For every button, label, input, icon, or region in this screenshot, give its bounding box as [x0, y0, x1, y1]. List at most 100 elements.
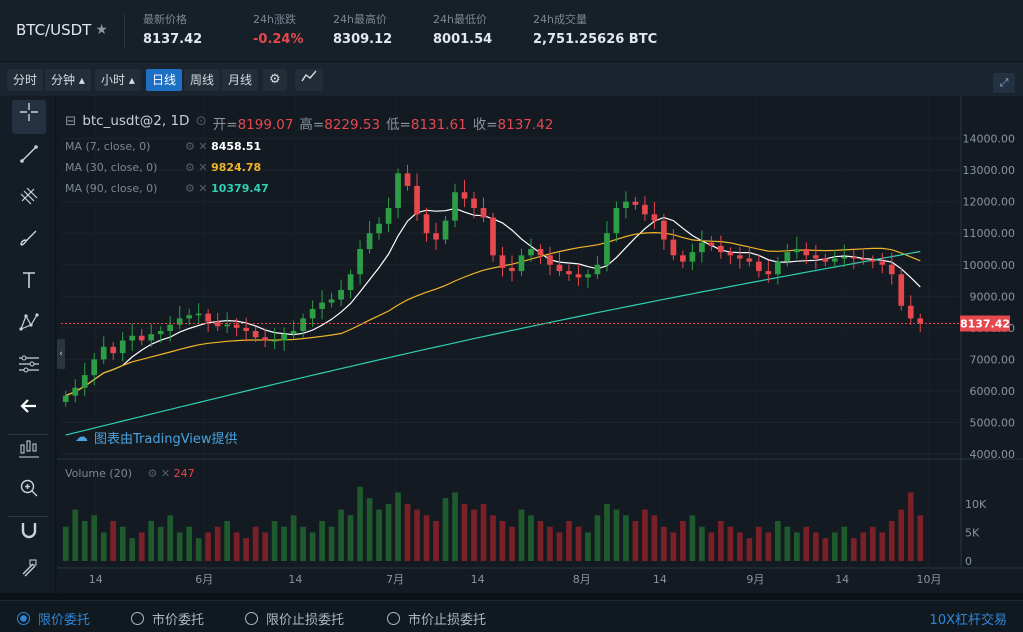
chart-toolbar: 分时 分钟 ▴ 小时 ▴ 日线 周线 月线 ⚙ ⤢: [0, 62, 1023, 96]
volume-bar: [300, 526, 306, 561]
volume-bar: [765, 532, 772, 561]
interval-time-button[interactable]: 分时: [7, 69, 44, 91]
interval-month-button[interactable]: 月线: [222, 69, 259, 91]
text-icon[interactable]: [12, 268, 46, 302]
pattern-icon[interactable]: [12, 310, 46, 344]
volume-bar: [594, 515, 601, 561]
candle-body: [110, 346, 117, 354]
candle-body: [822, 258, 829, 262]
candle-body: [765, 271, 772, 275]
header-divider: [124, 14, 125, 48]
candle-body: [395, 173, 401, 208]
candle-body: [271, 340, 278, 342]
ma7-label: MA (7, close, 0): [65, 140, 151, 153]
volume-bar: [205, 532, 212, 561]
ma7-value: 8458.51: [211, 140, 262, 153]
candle-body: [243, 327, 249, 331]
eye-icon[interactable]: ⊙: [195, 113, 207, 129]
volume-tick-label: 0: [965, 555, 972, 568]
candle-body: [528, 249, 534, 256]
candle-body: [509, 267, 515, 272]
volume-bar: [898, 509, 905, 561]
chart-style-icon[interactable]: [12, 436, 46, 470]
candle-body: [167, 324, 174, 331]
interval-day-button[interactable]: 日线: [146, 69, 183, 91]
volume-bar: [119, 526, 126, 561]
volume-bar: [879, 532, 886, 561]
order-type-market[interactable]: 市价委托: [131, 609, 204, 628]
interval-hour-button[interactable]: 小时 ▴: [95, 69, 141, 91]
time-tick-label: 9月: [746, 573, 764, 586]
volume-bar: [252, 526, 259, 561]
price-tick-label: 14000.00: [963, 133, 1016, 146]
low-value: 8131.61: [410, 117, 467, 133]
candle-body: [831, 258, 838, 262]
candle-body: [328, 299, 335, 303]
candle-body: [309, 308, 316, 319]
volume-bar: [566, 521, 572, 561]
brush-icon[interactable]: [12, 226, 46, 260]
magnet-icon[interactable]: [12, 518, 46, 552]
price-chart[interactable]: 14000.00 13000.00 12000.00 11000.00 10000.00…: [57, 96, 1023, 593]
fullscreen-icon[interactable]: ⤢: [993, 73, 1015, 93]
order-type-stop-market[interactable]: 市价止损委托: [387, 609, 486, 628]
order-type-limit[interactable]: 限价委托: [17, 609, 90, 628]
settings-icon[interactable]: ⚙: [263, 69, 287, 91]
candle-body: [888, 264, 895, 275]
order-type-stop-limit[interactable]: 限价止损委托: [245, 609, 344, 628]
candle-body: [385, 208, 392, 224]
candle-body: [433, 233, 439, 240]
candle-body: [81, 375, 88, 388]
pitchfork-icon[interactable]: [12, 184, 46, 218]
volume-bar: [803, 526, 810, 561]
candle-body: [727, 252, 734, 256]
candle-body: [812, 255, 819, 259]
collapse-sidebar-chevron-icon[interactable]: ‹: [57, 339, 65, 369]
candle-body: [148, 334, 155, 341]
back-arrow-icon[interactable]: [12, 394, 46, 428]
favorite-star-icon[interactable]: ★: [95, 22, 108, 38]
collapse-icon[interactable]: ⊟: [65, 113, 77, 129]
volume-bar: [869, 526, 876, 561]
price-tick-label: 6000.00: [970, 385, 1016, 398]
volume-bar: [376, 509, 382, 561]
candle-body: [585, 274, 591, 278]
volume-bar: [395, 492, 401, 561]
pair-selector[interactable]: BTC/USDT ★: [16, 21, 108, 39]
candle-body: [129, 335, 136, 341]
candle-body: [195, 313, 202, 316]
interval-week-button[interactable]: 周线: [184, 69, 221, 91]
radio-icon: [17, 612, 30, 625]
tradingview-credit[interactable]: ☁ 图表由TradingView提供: [75, 430, 238, 447]
stat-24h-volume: 24h成交量 2,751.25626 BTC: [533, 13, 658, 47]
volume-bar: [423, 515, 430, 561]
lock-icon[interactable]: [12, 556, 46, 590]
volume-bar: [404, 503, 411, 561]
volume-bar: [547, 526, 553, 561]
interval-minute-button[interactable]: 分钟 ▴: [45, 69, 91, 91]
candle-body: [718, 245, 724, 253]
zoom-icon[interactable]: [12, 476, 46, 510]
candle-body: [91, 359, 98, 376]
volume-bar: [100, 532, 107, 561]
candle-body: [518, 255, 525, 272]
price-tick-label: 11000.00: [963, 227, 1016, 240]
radio-icon: [131, 612, 144, 625]
candle-body: [357, 249, 363, 275]
chart-panel[interactable]: 14000.00 13000.00 12000.00 11000.00 10000.00…: [57, 96, 1023, 593]
volume-bar: [452, 492, 458, 561]
leverage-link[interactable]: 10X杠杆交易: [929, 613, 1007, 628]
volume-bar: [290, 515, 297, 561]
volume-bar: [366, 498, 373, 561]
measure-icon[interactable]: [12, 352, 46, 386]
time-tick-label: 14: [89, 573, 103, 586]
drawing-toolbar: [0, 96, 56, 593]
volume-bar: [81, 521, 88, 561]
indicators-icon[interactable]: [295, 69, 323, 91]
volume-bar: [784, 526, 791, 561]
radio-icon: [245, 612, 258, 625]
crosshair-icon[interactable]: [12, 100, 46, 134]
volume-bar: [841, 526, 848, 561]
trend-line-icon[interactable]: [12, 142, 46, 176]
volume-bar: [233, 532, 240, 561]
